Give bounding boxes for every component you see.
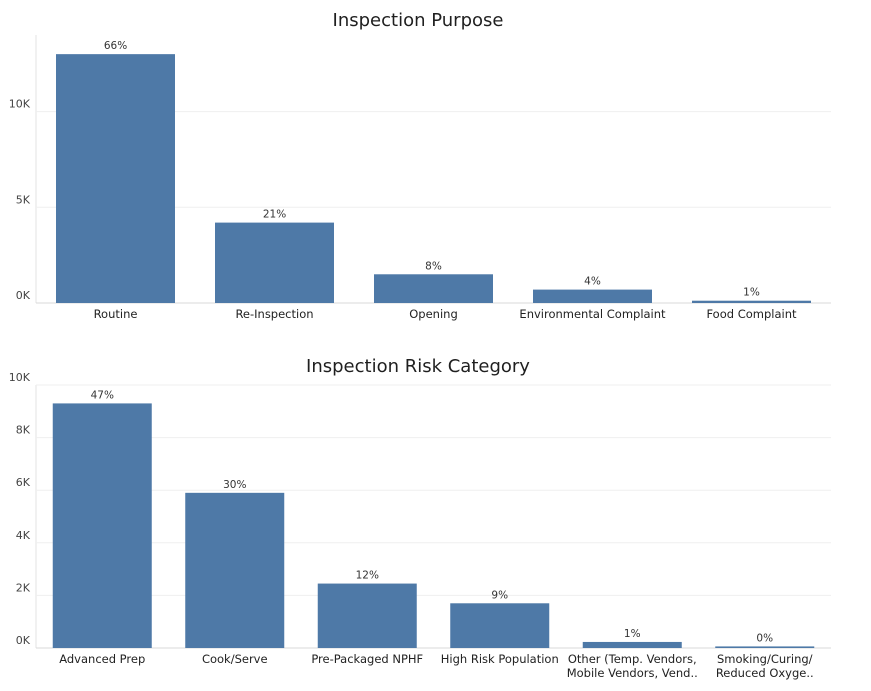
purpose-category-label: Food Complaint — [706, 307, 797, 321]
purpose-bar — [692, 300, 811, 303]
risk-category-label: Smoking/Curing/ — [717, 652, 813, 666]
risk-category-label: Mobile Vendors, Vend.. — [567, 666, 698, 680]
purpose-bar-data-label: 66% — [104, 40, 127, 52]
risk-bar — [450, 603, 550, 648]
risk-bar-data-label: 30% — [223, 479, 246, 491]
risk-bar — [52, 403, 152, 648]
risk-y-tick-label: 2K — [16, 581, 31, 594]
risk-category-label: Reduced Oxyge.. — [716, 666, 814, 680]
risk-category-label: Cook/Serve — [202, 652, 268, 666]
risk-bar-data-label: 0% — [756, 632, 773, 644]
risk-bar-data-label: 47% — [91, 389, 114, 401]
risk-category-label: Advanced Prep — [59, 652, 145, 666]
risk-category-label: Pre-Packaged NPHF — [311, 652, 423, 666]
risk-bar — [582, 641, 682, 648]
purpose-bar — [374, 274, 493, 303]
risk-bar-data-label: 1% — [624, 628, 641, 640]
purpose-y-tick-label: 5K — [16, 193, 31, 206]
risk-y-tick-label: 6K — [16, 476, 31, 489]
purpose-y-tick-label: 10K — [9, 98, 31, 111]
risk-y-tick-label: 0K — [16, 634, 31, 647]
risk-y-tick-label: 8K — [16, 424, 31, 437]
purpose-category-label: Opening — [409, 307, 458, 321]
purpose-bar — [533, 289, 652, 303]
risk-bar-data-label: 9% — [491, 589, 508, 601]
purpose-category-label: Environmental Complaint — [519, 307, 666, 321]
purpose-bar — [215, 222, 334, 303]
risk-category-label: Other (Temp. Vendors, — [568, 652, 697, 666]
chart-title-inspection-purpose: Inspection Purpose — [332, 10, 504, 31]
risk-bar — [715, 646, 815, 648]
purpose-bar-data-label: 8% — [425, 260, 442, 272]
purpose-category-label: Re-Inspection — [235, 307, 313, 321]
purpose-bar-data-label: 1% — [743, 287, 760, 299]
purpose-bar — [56, 54, 175, 304]
risk-category-label: High Risk Population — [441, 652, 559, 666]
purpose-bar-data-label: 21% — [263, 209, 286, 221]
risk-bar — [185, 492, 285, 648]
risk-y-tick-label: 10K — [9, 371, 31, 384]
risk-bar-data-label: 12% — [356, 570, 379, 582]
risk-y-tick-label: 4K — [16, 529, 31, 542]
chart-title-inspection-risk-category: Inspection Risk Category — [306, 356, 530, 377]
purpose-category-label: Routine — [94, 307, 138, 321]
purpose-y-tick-label: 0K — [16, 289, 31, 302]
risk-bar — [317, 583, 417, 648]
purpose-bar-data-label: 4% — [584, 276, 601, 288]
